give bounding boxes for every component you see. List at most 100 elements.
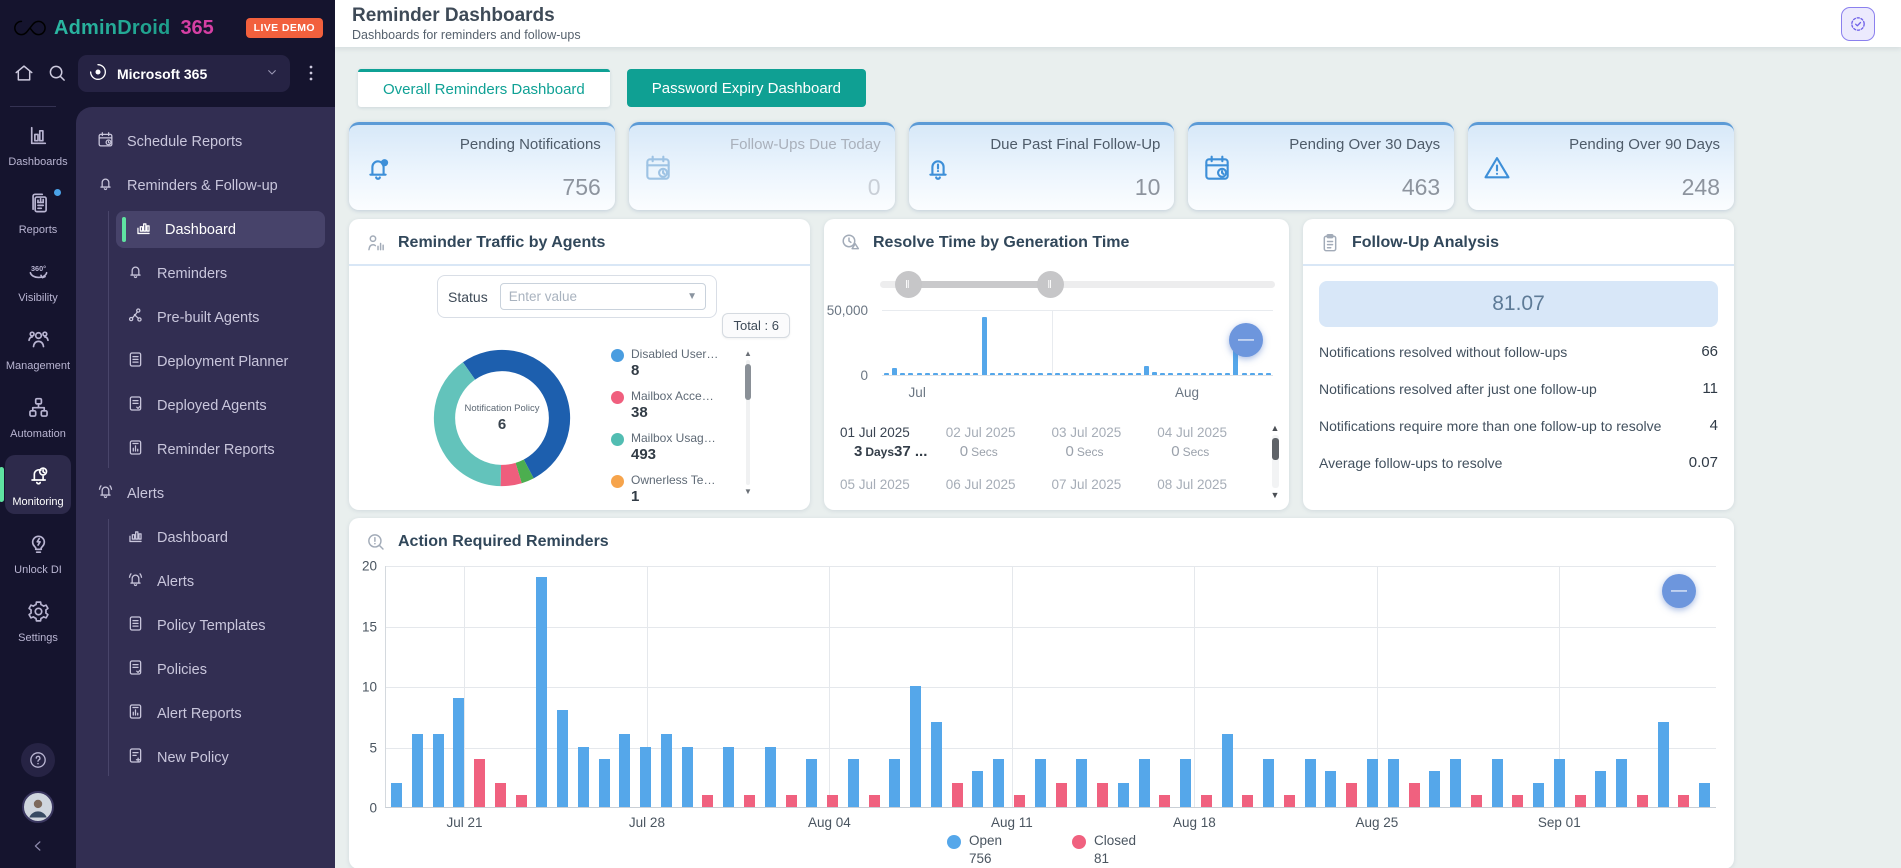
sidebar-item-deployment-planner[interactable]: Deployment Planner xyxy=(116,343,325,380)
chartMini-icon xyxy=(134,218,153,241)
legend-item[interactable]: Closed81 xyxy=(1072,832,1136,867)
resolve-bar xyxy=(1201,373,1206,375)
legend-item[interactable]: Open756 xyxy=(947,832,1002,867)
rail-item-dashboards[interactable]: Dashboards xyxy=(5,115,71,174)
tab-overall-reminders-dashboard[interactable]: Overall Reminders Dashboard xyxy=(358,69,610,107)
bar-open xyxy=(1450,759,1461,807)
sidebar-item-alert-reports[interactable]: Alert Reports xyxy=(116,695,325,732)
home-icon[interactable] xyxy=(12,62,36,86)
rail-item-monitoring[interactable]: Monitoring xyxy=(5,455,71,514)
sidebar-item-policies[interactable]: Policies xyxy=(116,651,325,688)
tasks-check-button[interactable] xyxy=(1841,7,1875,41)
chartMini-icon xyxy=(126,526,145,549)
date-cell[interactable]: 05 Jul 2025- xyxy=(840,477,946,503)
legend-item[interactable]: Mailbox Acce…38 xyxy=(611,389,731,421)
dropdown-arrow-icon[interactable]: ▼ xyxy=(687,291,697,302)
scroll-up-icon[interactable]: ▲ xyxy=(744,349,752,358)
scroll-thumb[interactable] xyxy=(1272,438,1279,460)
rail-item-automation[interactable]: Automation xyxy=(5,387,71,446)
value-part: Secs xyxy=(971,445,998,459)
zoom-out-button[interactable]: — xyxy=(1662,574,1696,608)
sidebar-item-pre-built-agents[interactable]: Pre-built Agents xyxy=(116,299,325,336)
scroll-down-icon[interactable]: ▼ xyxy=(744,487,752,496)
rail-item-visibility[interactable]: 360°Visibility xyxy=(5,251,71,310)
bar-closed xyxy=(1512,795,1523,807)
date-cell[interactable]: 06 Jul 2025- xyxy=(946,477,1052,503)
followup-row-value: 11 xyxy=(1702,380,1718,397)
resolve-bar xyxy=(1063,373,1068,375)
status-filter-input[interactable] xyxy=(509,289,683,304)
resolve-bar xyxy=(925,373,930,375)
date-cell[interactable]: 04 Jul 20250Secs xyxy=(1157,425,1263,461)
sidebar-item-reminder-reports[interactable]: Reminder Reports xyxy=(116,431,325,468)
status-filter-label: Status xyxy=(448,289,488,305)
stat-card-due-past-final-follow-up[interactable]: Due Past Final Follow-Up10 xyxy=(909,122,1175,210)
collapse-sidebar-icon[interactable] xyxy=(29,837,47,858)
resolve-bar xyxy=(1128,373,1133,375)
zoom-out-button[interactable]: — xyxy=(1229,323,1263,357)
sidebar-item-label: Dashboard xyxy=(157,530,228,546)
scroll-thumb[interactable] xyxy=(745,364,751,400)
user-avatar[interactable] xyxy=(22,791,54,823)
kebab-menu-icon[interactable] xyxy=(299,62,323,86)
bar-closed xyxy=(1346,783,1357,807)
slider-handle-right[interactable]: ‖ xyxy=(1037,271,1064,298)
sidebar-item-schedule-reports[interactable]: Schedule Reports xyxy=(86,123,325,160)
tab-password-expiry-dashboard[interactable]: Password Expiry Dashboard xyxy=(627,69,866,107)
bellRing-icon xyxy=(96,482,115,505)
panel-header: Action Required Reminders xyxy=(349,518,1734,563)
date-cell[interactable]: 08 Jul 2025- xyxy=(1157,477,1263,503)
date-cell[interactable]: 07 Jul 2025- xyxy=(1052,477,1158,503)
legend-item[interactable]: Ownerless Te…1 xyxy=(611,473,731,505)
sidebar-item-dashboard[interactable]: Dashboard xyxy=(116,211,325,248)
sidebar-item-alerts[interactable]: Alerts xyxy=(86,475,325,512)
stat-card-follow-ups-due-today[interactable]: Follow-Ups Due Today0 xyxy=(629,122,895,210)
sidebar-item-policy-templates[interactable]: Policy Templates xyxy=(116,607,325,644)
bar-open xyxy=(993,759,1004,807)
legend-item[interactable]: Mailbox Usag…493 xyxy=(611,431,731,463)
bar-open xyxy=(910,686,921,807)
sidebar-item-deployed-agents[interactable]: Deployed Agents xyxy=(116,387,325,424)
doc-icon xyxy=(126,350,145,373)
resolve-bar xyxy=(917,373,922,375)
stat-card-pending-over-30-days[interactable]: Pending Over 30 Days463 xyxy=(1188,122,1454,210)
sidebar-item-dashboard[interactable]: Dashboard xyxy=(116,519,325,556)
scroll-track[interactable] xyxy=(746,360,750,485)
stat-card-pending-notifications[interactable]: Pending Notifications756 xyxy=(349,122,615,210)
divider xyxy=(10,106,56,107)
legend-item[interactable]: Disabled User…8 xyxy=(611,347,731,379)
resolve-bar xyxy=(1055,373,1060,375)
help-icon[interactable] xyxy=(21,743,55,777)
scroll-track[interactable] xyxy=(1272,435,1279,488)
sidebar-item-new-policy[interactable]: New Policy xyxy=(116,739,325,776)
date-cell[interactable]: 02 Jul 20250Secs xyxy=(946,425,1052,461)
legend-label: Open xyxy=(969,832,1002,850)
resolve-bar xyxy=(1177,373,1182,375)
sidebar-item-alerts[interactable]: Alerts xyxy=(116,563,325,600)
sidebar-item-reminders[interactable]: Reminders xyxy=(116,255,325,292)
legend-label: Mailbox Usag… xyxy=(631,431,716,445)
rail-item-label: Monitoring xyxy=(12,496,63,508)
rail-item-management[interactable]: Management xyxy=(5,319,71,378)
slider-handle-left[interactable]: ‖ xyxy=(895,271,922,298)
bellDot-icon xyxy=(362,152,394,189)
bar-open xyxy=(1554,759,1565,807)
y-axis-tick-label: 20 xyxy=(362,559,386,574)
date-cell[interactable]: 03 Jul 20250Secs xyxy=(1052,425,1158,461)
rail-item-settings[interactable]: Settings xyxy=(5,591,71,650)
x-axis-label: Aug 18 xyxy=(1173,815,1216,830)
scroll-up-icon[interactable]: ▲ xyxy=(1271,423,1280,433)
date-label: 05 Jul 2025 xyxy=(840,477,946,492)
tenant-selector[interactable]: Microsoft 365 xyxy=(78,55,290,92)
date-cell[interactable]: 01 Jul 20253Days37 ... xyxy=(840,425,946,461)
rail-item-unlock-di[interactable]: Unlock DI xyxy=(5,523,71,582)
rail-item-reports[interactable]: Reports xyxy=(5,183,71,242)
scroll-down-icon[interactable]: ▼ xyxy=(1271,490,1280,500)
slider-selected-range[interactable] xyxy=(908,281,1050,288)
search-alert-icon xyxy=(365,531,387,553)
stat-card-pending-over-90-days[interactable]: Pending Over 90 Days248 xyxy=(1468,122,1734,210)
status-filter: Status ▼ xyxy=(437,275,717,318)
resolve-bar xyxy=(1014,373,1019,375)
search-icon[interactable] xyxy=(45,62,69,86)
sidebar-item-reminders-follow-up[interactable]: Reminders & Follow-up xyxy=(86,167,325,204)
